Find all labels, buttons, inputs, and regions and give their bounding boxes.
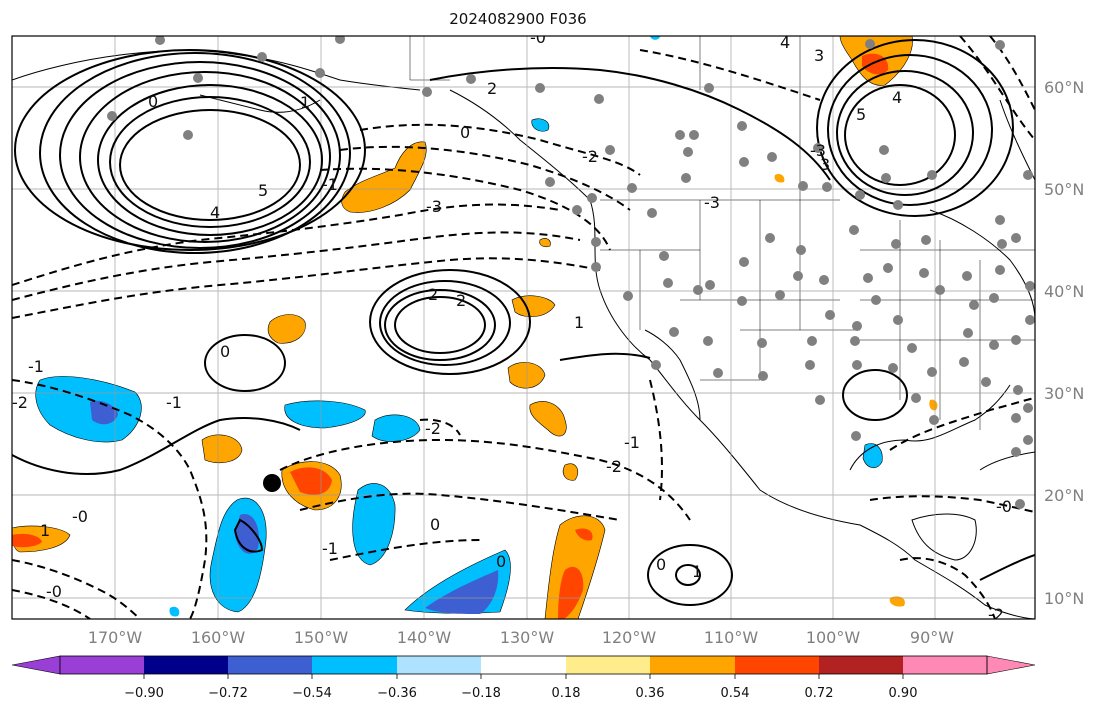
lat-label-60n: 60°N — [1044, 78, 1084, 97]
contour-label: -0 — [72, 507, 88, 526]
colorbar-segment — [650, 656, 735, 674]
colorbar-tick-label: 0.54 — [721, 686, 750, 701]
contour-label: -2 — [606, 457, 622, 476]
colorbar-tick-label: −0.18 — [461, 686, 501, 701]
grid-lines — [12, 36, 1035, 619]
contour-label: -1 — [322, 175, 338, 194]
contour-label: -1 — [322, 539, 338, 558]
lat-label-10n: 10°N — [1044, 589, 1084, 608]
lon-label-100w: 100°W — [806, 628, 861, 647]
contour-label: 4 — [210, 203, 220, 222]
longitude-labels: 170°W 160°W 150°W 140°W 130°W 120°W 110°… — [88, 628, 954, 647]
state-borders — [409, 36, 1035, 430]
colorbar-segment — [397, 656, 481, 674]
contour-label: -0 — [530, 28, 546, 47]
map-frame — [11, 35, 1036, 620]
contour-label: 3 — [814, 46, 824, 65]
colorbar-segment — [481, 656, 566, 674]
lon-label-140w: 140°W — [397, 628, 452, 647]
contour-label: 2 — [487, 79, 497, 98]
contour-label: 2 — [456, 291, 466, 310]
contour-label: -2 — [425, 419, 441, 438]
colorbar-segment — [312, 656, 397, 674]
lon-label-150w: 150°W — [294, 628, 349, 647]
contour-label: 1 — [574, 313, 584, 332]
negative-shading — [35, 36, 883, 617]
contour-label: 0 — [460, 123, 470, 142]
colorbar-segment — [144, 656, 228, 674]
contour-label: 4 — [892, 88, 902, 107]
contour-label: -0 — [46, 582, 62, 601]
contour-label: 0 — [148, 92, 158, 111]
colorbar-segment — [60, 656, 144, 674]
colorbar-segment — [566, 656, 650, 674]
contour-labels: 0 1 2 3 4 5 2 2 1 0 0 0 0 1 5 4 3 4 1 0 … — [12, 28, 1012, 624]
colorbar-tick-label: 0.18 — [552, 686, 581, 701]
lon-label-130w: 130°W — [500, 628, 555, 647]
marked-location-dot — [263, 474, 281, 492]
coastlines — [12, 49, 1035, 619]
lon-label-170w: 170°W — [88, 628, 143, 647]
map-area: 0 1 2 3 4 5 2 2 1 0 0 0 0 1 5 4 3 4 1 0 … — [12, 28, 1035, 624]
contour-label: 5 — [258, 181, 268, 200]
lon-label-160w: 160°W — [191, 628, 246, 647]
contour-label: -3 — [426, 197, 442, 216]
colorbar-tick-label: 0.90 — [889, 686, 918, 701]
dashed-contours — [12, 36, 1035, 619]
contour-label: 0 — [496, 552, 506, 571]
contour-label: -2 — [12, 393, 28, 412]
lat-label-30n: 30°N — [1044, 384, 1084, 403]
contour-label: 0 — [656, 555, 666, 574]
station-markers — [107, 36, 1035, 509]
colorbar-segment — [819, 656, 903, 674]
colorbar-segment — [735, 656, 819, 674]
contour-label: -3 — [704, 193, 720, 212]
lon-label-110w: 110°W — [704, 628, 759, 647]
colorbar-tick-label: −0.90 — [124, 686, 164, 701]
lat-label-50n: 50°N — [1044, 180, 1084, 199]
contour-label: 4 — [780, 33, 790, 52]
contour-label: 2 — [428, 285, 438, 304]
colorbar-over-arrow — [986, 655, 1036, 675]
contour-label: -1 — [28, 357, 44, 376]
colorbar-tick-label: −0.72 — [208, 686, 248, 701]
contour-label: -2 — [988, 605, 1004, 624]
colorbar-segment — [228, 656, 312, 674]
contour-label: 1 — [40, 521, 50, 540]
lat-label-20n: 20°N — [1044, 486, 1084, 505]
contour-label: 1 — [300, 93, 310, 112]
lat-label-40n: 40°N — [1044, 282, 1084, 301]
colorbar-tick-label: −0.36 — [377, 686, 417, 701]
contour-label: -1 — [166, 393, 182, 412]
colorbar: −0.90 −0.72 −0.54 −0.36 −0.18 0.18 0.36 … — [11, 655, 1036, 701]
contour-label: 3 — [820, 155, 830, 174]
contour-label: 0 — [220, 342, 230, 361]
contour-label: 0 — [430, 515, 440, 534]
map-title: 2024082900 F036 — [449, 10, 587, 28]
solid-contours — [12, 39, 1035, 606]
contour-label: 1 — [692, 562, 702, 581]
latitude-labels: 60°N 50°N 40°N 30°N 20°N 10°N — [1044, 78, 1084, 608]
contour-label: -2 — [582, 147, 598, 166]
lon-label-120w: 120°W — [602, 628, 657, 647]
colorbar-segment — [903, 656, 987, 674]
contour-label: -1 — [624, 433, 640, 452]
colorbar-tick-label: 0.72 — [805, 686, 834, 701]
lon-label-90w: 90°W — [910, 628, 954, 647]
contour-label: -0 — [996, 497, 1012, 516]
contour-label: 5 — [856, 105, 866, 124]
colorbar-under-arrow — [11, 655, 61, 675]
colorbar-tick-label: 0.36 — [636, 686, 665, 701]
colorbar-tick-label: −0.54 — [292, 686, 332, 701]
contour-label: -3 — [810, 141, 826, 160]
positive-shading — [12, 36, 938, 619]
